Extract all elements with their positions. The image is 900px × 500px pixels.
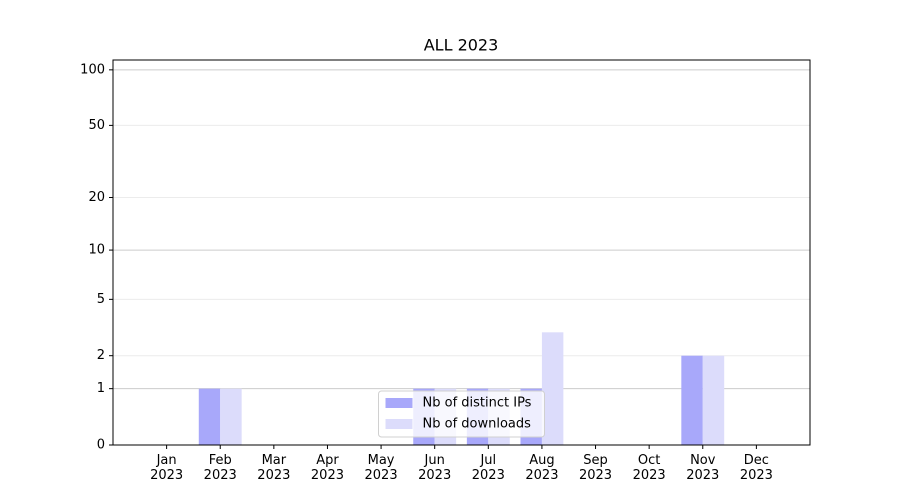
- bar: [681, 355, 703, 445]
- bar: [702, 355, 725, 445]
- x-tick-label: Feb 2023: [203, 453, 237, 483]
- y-tick-label: 0: [97, 438, 105, 453]
- legend: Nb of distinct IPs Nb of downloads: [378, 390, 545, 438]
- y-tick-label: 5: [97, 292, 105, 307]
- y-tick-label: 50: [88, 118, 105, 133]
- y-tick-label: 2: [97, 348, 105, 363]
- bar: [220, 388, 242, 445]
- legend-box: [378, 390, 545, 438]
- x-tick-label: Apr 2023: [310, 453, 344, 483]
- y-tick-label: 10: [88, 243, 105, 258]
- x-tick-label: Jan 2023: [150, 453, 184, 483]
- y-tick-label: 1: [97, 381, 105, 396]
- plot-frame: [112, 59, 811, 446]
- legend-swatch: [385, 398, 413, 408]
- y-tick-label: 20: [88, 190, 105, 205]
- x-tick-label: Aug 2023: [525, 453, 559, 483]
- x-tick-label: Oct 2023: [632, 453, 666, 483]
- y-tick-label: 100: [80, 62, 105, 77]
- x-tick-label: Dec 2023: [739, 453, 773, 483]
- bar: [541, 332, 564, 445]
- x-tick-label: Nov 2023: [686, 453, 720, 483]
- x-tick-label: Sep 2023: [578, 453, 613, 483]
- bar: [198, 388, 221, 445]
- x-tick-label: Jun 2023: [418, 453, 452, 483]
- x-tick-label: Jul 2023: [471, 453, 505, 483]
- chart-title: ALL 2023: [424, 36, 499, 55]
- x-tick-label: May 2023: [364, 453, 398, 483]
- x-tick-label: Mar 2023: [257, 453, 291, 483]
- legend-label: Nb of distinct IPs: [423, 396, 532, 411]
- legend-label: Nb of downloads: [423, 417, 532, 432]
- legend-swatch: [385, 419, 413, 429]
